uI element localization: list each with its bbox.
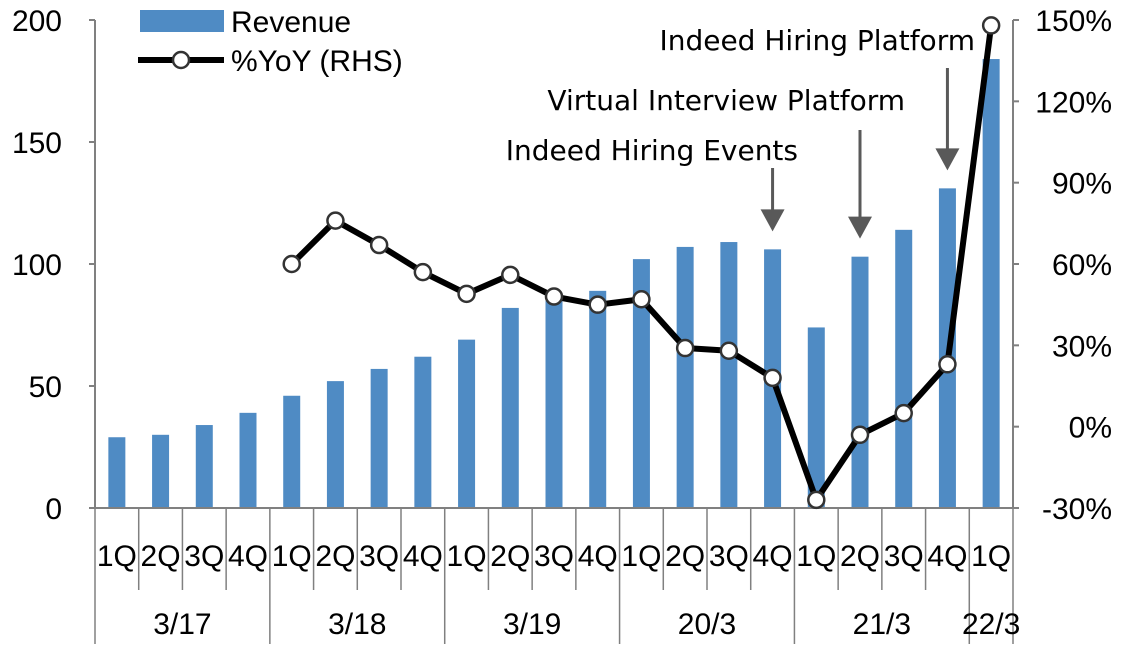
left-axis-tick-label: 100 <box>12 249 62 282</box>
yoy-marker <box>326 211 345 230</box>
annotation-label: Virtual Interview Platform <box>547 84 905 117</box>
year-group-label: 3/17 <box>153 608 211 641</box>
quarter-tick-label: 1Q <box>97 540 137 573</box>
quarter-tick-label: 2Q <box>665 540 705 573</box>
revenue-bar <box>545 300 563 508</box>
quarter-tick-label: 4Q <box>753 540 793 573</box>
left-axis-tick-label: 200 <box>12 5 62 38</box>
revenue-bar <box>370 368 388 508</box>
revenue-bar <box>895 229 913 508</box>
yoy-marker <box>588 295 607 314</box>
revenue-bar <box>239 412 257 508</box>
annotation-arrow-head <box>935 148 960 171</box>
revenue-bar <box>152 434 170 508</box>
year-group-label: 3/18 <box>328 608 386 641</box>
quarter-tick-label: 1Q <box>447 540 487 573</box>
yoy-marker <box>850 425 870 445</box>
yoy-marker <box>807 490 826 510</box>
revenue-bar <box>458 339 476 508</box>
quarter-tick-label: 3Q <box>184 540 224 573</box>
revenue-bar <box>851 256 869 508</box>
revenue-bar <box>326 381 344 508</box>
yoy-marker <box>282 254 301 274</box>
revenue-bar <box>632 259 650 508</box>
yoy-marker <box>544 287 564 306</box>
quarter-tick-label: 2Q <box>490 540 530 573</box>
left-axis-tick-label: 0 <box>45 493 62 526</box>
year-group-label: 22/3 <box>962 608 1020 641</box>
left-axis-tick-label: 150 <box>12 127 62 160</box>
revenue-bar <box>108 437 126 508</box>
yoy-marker <box>632 289 651 309</box>
annotation-label: Indeed Hiring Platform <box>659 24 975 57</box>
quarter-tick-label: 1Q <box>971 540 1011 573</box>
revenue-bar <box>414 356 432 508</box>
revenue-bar <box>720 242 738 509</box>
yoy-marker <box>894 403 913 423</box>
year-group-label: 21/3 <box>853 608 911 641</box>
quarter-tick-label: 2Q <box>141 540 181 573</box>
yoy-marker <box>369 235 389 255</box>
revenue-bar <box>982 59 1000 508</box>
right-axis-tick-label: 30% <box>1052 330 1112 363</box>
right-axis-tick-label: 90% <box>1052 168 1112 201</box>
year-group-label: 3/19 <box>503 608 561 641</box>
revenue-bar <box>589 290 607 508</box>
quarter-tick-label: 1Q <box>272 540 312 573</box>
quarter-tick-label: 1Q <box>796 540 836 573</box>
legend-revenue-swatch <box>140 10 224 32</box>
quarter-tick-label: 4Q <box>228 540 268 573</box>
right-axis-tick-label: 60% <box>1052 249 1112 282</box>
right-axis-tick-label: 120% <box>1035 86 1112 119</box>
annotation-arrow-head <box>760 209 785 232</box>
year-group-label: 20/3 <box>678 608 736 641</box>
revenue-bar <box>807 327 825 508</box>
quarter-tick-label: 2Q <box>315 540 355 573</box>
yoy-marker <box>763 368 782 388</box>
quarter-tick-label: 3Q <box>709 540 749 573</box>
yoy-marker <box>675 338 695 358</box>
yoy-marker <box>938 355 957 374</box>
quarter-tick-label: 2Q <box>840 540 880 573</box>
yoy-marker <box>501 265 520 285</box>
quarter-tick-label: 4Q <box>927 540 967 573</box>
annotation-label: Indeed Hiring Events <box>506 134 798 167</box>
legend-yoy-label: %YoY (RHS) <box>231 45 403 78</box>
right-axis-tick-label: 150% <box>1035 5 1112 38</box>
legend-yoy-marker <box>171 50 191 70</box>
left-axis-tick-label: 50 <box>29 371 62 404</box>
right-axis-tick-label: -30% <box>1042 493 1112 526</box>
yoy-marker <box>457 284 476 304</box>
quarter-tick-label: 4Q <box>578 540 618 573</box>
revenue-bar <box>283 395 301 508</box>
revenue-bar <box>501 307 519 508</box>
revenue-bar <box>195 425 213 508</box>
quarter-tick-label: 3Q <box>534 540 574 573</box>
yoy-marker <box>719 341 739 361</box>
quarter-tick-label: 3Q <box>359 540 399 573</box>
yoy-marker <box>413 262 433 282</box>
quarter-tick-label: 3Q <box>884 540 924 573</box>
legend-revenue-label: Revenue <box>231 6 351 39</box>
yoy-marker <box>981 16 1001 35</box>
annotation-arrow-head <box>848 216 872 239</box>
quarter-tick-label: 4Q <box>403 540 443 573</box>
quarter-tick-label: 1Q <box>621 540 661 573</box>
right-axis-tick-label: 0% <box>1069 412 1112 445</box>
revenue-bar <box>676 246 694 509</box>
